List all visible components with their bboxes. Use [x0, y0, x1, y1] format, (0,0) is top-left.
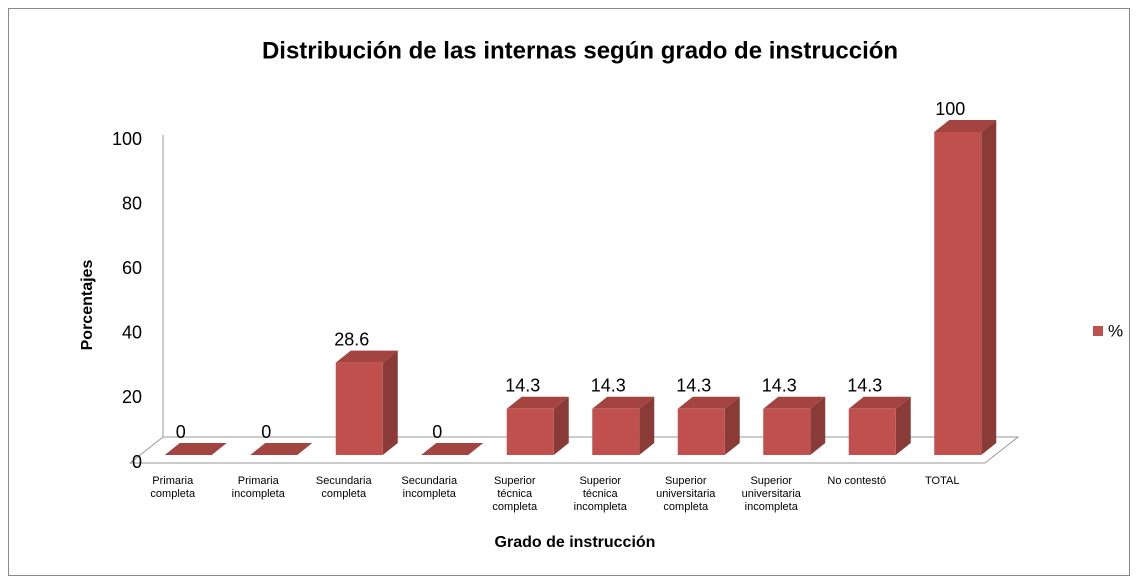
bar-top	[763, 396, 826, 409]
y-tick-label: 80	[122, 193, 142, 213]
bar	[677, 408, 725, 455]
x-tick-label: Superior universitaria completa	[656, 475, 716, 513]
bar	[506, 408, 554, 455]
bar-top	[164, 443, 227, 455]
bar-side	[553, 396, 569, 455]
data-label: 14.3	[591, 376, 626, 396]
bar-top	[335, 350, 398, 363]
bar-side	[639, 396, 655, 455]
x-tick-label: Secundaria incompleta	[401, 475, 458, 500]
legend-label: %	[1108, 321, 1123, 340]
bar-side	[382, 350, 398, 455]
data-label: 28.6	[334, 329, 369, 349]
bar-side	[724, 396, 740, 455]
data-label: 14.3	[676, 376, 711, 396]
data-label: 0	[261, 422, 271, 442]
bar-top	[934, 120, 997, 132]
x-tick-label: No contestó	[827, 475, 887, 487]
y-tick-label: 0	[132, 452, 142, 472]
bar	[335, 362, 383, 455]
data-label: 14.3	[505, 376, 540, 396]
bar-side	[810, 396, 826, 455]
y-tick-label: 20	[122, 387, 142, 407]
data-label: 0	[432, 422, 442, 442]
y-tick-label: 100	[112, 129, 142, 149]
legend-swatch	[1093, 326, 1103, 336]
bar-top	[421, 443, 484, 455]
bar-side	[895, 396, 911, 455]
x-tick-label: Secundaria completa	[315, 475, 372, 500]
bar	[848, 408, 896, 455]
data-label: 100	[935, 99, 965, 119]
y-tick-label: 40	[122, 323, 142, 343]
x-tick-label: Primaria incompleta	[231, 475, 285, 500]
bar-top	[677, 396, 740, 409]
chart-title: Distribución de las internas según grado…	[262, 37, 898, 64]
x-tick-label: TOTAL	[925, 475, 960, 487]
bar	[592, 408, 640, 455]
data-label: 0	[176, 422, 186, 442]
y-axis-label: Porcentajes	[79, 260, 96, 351]
bar-top	[506, 396, 569, 409]
x-tick-label: Superior técnica incompleta	[573, 475, 627, 513]
bar-top	[250, 443, 313, 455]
y-tick-label: 60	[122, 258, 142, 278]
x-axis-label: Grado de instrucción	[495, 534, 656, 551]
x-tick-label: Superior universitaria incompleta	[741, 475, 801, 513]
x-tick-label: Superior técnica completa	[492, 475, 538, 513]
bar	[934, 132, 982, 455]
bar-top	[592, 396, 655, 409]
bar-side	[981, 120, 997, 455]
x-tick-label: Primaria completa	[150, 475, 196, 500]
bar-top	[848, 396, 911, 409]
bar	[763, 408, 811, 455]
data-label: 14.3	[847, 376, 882, 396]
data-label: 14.3	[762, 376, 797, 396]
